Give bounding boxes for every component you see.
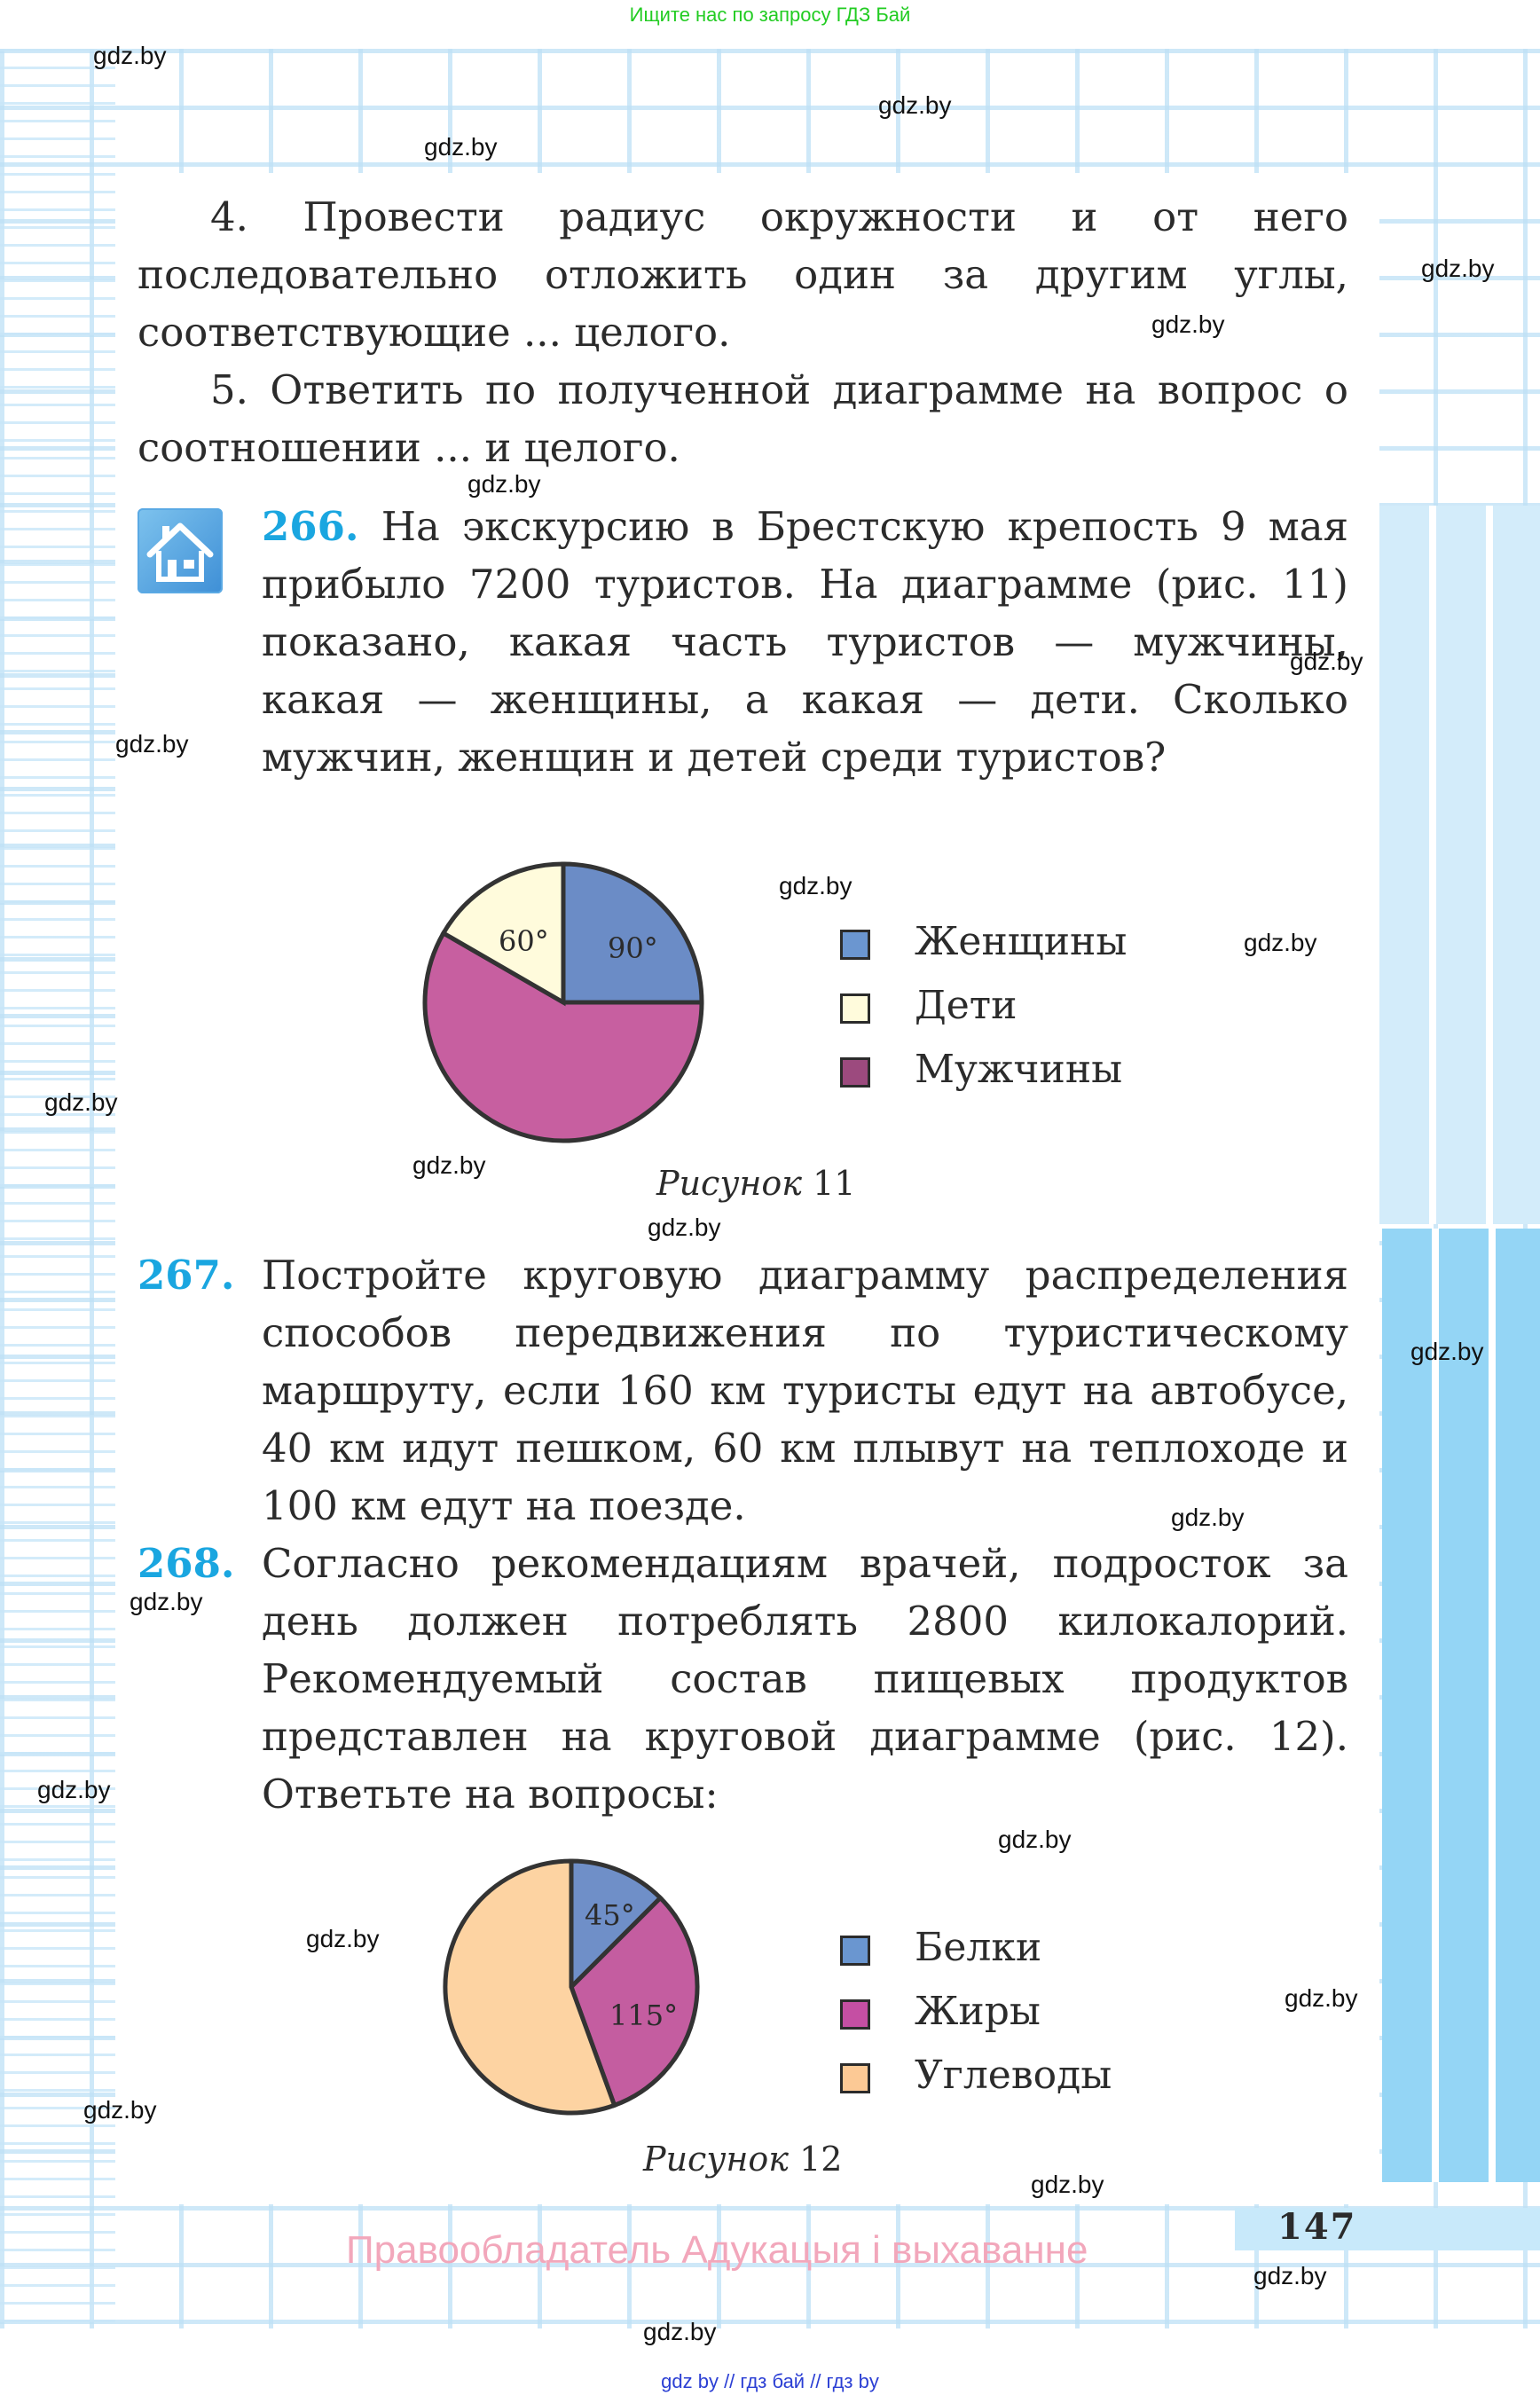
slice-children	[440, 861, 566, 1007]
caption-word: Рисунок	[643, 2140, 789, 2179]
watermark: gdz.by	[83, 2096, 157, 2124]
slice-women	[561, 861, 704, 1005]
legend-label: Мужчины	[915, 1047, 1123, 1092]
figure-12-caption: Рисунок 12	[643, 2140, 842, 2179]
watermark: gdz.by	[1410, 1338, 1484, 1365]
problem-266: 266. На экскурсию в Брестскую крепость 9…	[262, 498, 1348, 786]
problem-number-268: 268.	[138, 1540, 235, 1587]
caption-number: 12	[799, 2140, 843, 2179]
watermark: gdz.by	[648, 1213, 721, 1241]
swatch-women	[840, 930, 870, 960]
copyright-notice: Правообладатель Адукацыя і выхаванне	[346, 2228, 1088, 2272]
slice-proteins	[569, 1858, 664, 1993]
slice-carbs	[443, 1858, 617, 2116]
swatch-fats	[840, 1999, 870, 2030]
swatch-men	[840, 1057, 870, 1088]
label-women: 90°	[608, 931, 658, 965]
watermark: gdz.by	[130, 1588, 203, 1615]
legend-label: Женщины	[915, 919, 1128, 964]
problem-number: 266.	[262, 503, 359, 550]
label-fats: 115°	[609, 1999, 678, 2032]
watermark: gdz.by	[1290, 648, 1363, 675]
watermark: gdz.by	[37, 1776, 111, 1803]
watermark: gdz.by	[93, 42, 167, 69]
watermark: gdz.by	[115, 730, 189, 758]
content-panel	[115, 173, 1379, 2204]
problem-text: Постройте круговую диаграмму распределен…	[262, 1252, 1348, 1529]
bottom-links[interactable]: gdz by // гдз бай // гдз by	[661, 2370, 879, 2392]
watermark: gdz.by	[424, 133, 498, 161]
pie-chart-figure-11: 60° 90°	[422, 861, 704, 1143]
watermark: gdz.by	[306, 1925, 380, 1952]
problem-267: Постройте круговую диаграмму распределен…	[262, 1246, 1348, 1535]
step-4: 4. Провести радиус окружности и от него …	[138, 193, 1348, 356]
pie-chart-figure-12: 45° 115°	[443, 1858, 700, 2116]
swatch-children	[840, 993, 870, 1024]
slice-men	[422, 930, 704, 1143]
watermark: gdz.by	[412, 1151, 486, 1179]
watermark: gdz.by	[1151, 310, 1225, 338]
watermark: gdz.by	[1421, 255, 1495, 282]
watermark: gdz.by	[1031, 2171, 1104, 2198]
legend-label: Белки	[915, 1925, 1042, 1970]
watermark: gdz.by	[468, 470, 541, 498]
decorative-grid-light	[1379, 506, 1540, 1224]
watermark: gdz.by	[1171, 1504, 1245, 1531]
problem-text: Согласно рекомендациям врачей, подросток…	[262, 1540, 1348, 1818]
step-5: 5. Ответить по полученной диаграмме на в…	[138, 366, 1348, 471]
watermark: gdz.by	[779, 872, 852, 899]
watermark: gdz.by	[998, 1826, 1072, 1853]
page-number-bar	[1235, 2208, 1540, 2250]
label-children: 60°	[499, 924, 549, 958]
figure-11-caption: Рисунок 11	[656, 1164, 855, 1203]
legend-label: Жиры	[915, 1989, 1041, 2034]
swatch-proteins	[840, 1936, 870, 1966]
watermark: gdz.by	[643, 2318, 717, 2345]
grid-background-left	[0, 49, 115, 2328]
swatch-carbs	[840, 2063, 870, 2093]
caption-number: 11	[813, 1164, 856, 1203]
caption-word: Рисунок	[656, 1164, 802, 1203]
home-icon	[138, 508, 223, 593]
watermark: gdz.by	[1285, 1984, 1358, 2012]
top-banner[interactable]: Ищите нас по запросу ГДЗ Бай	[629, 4, 911, 26]
watermark: gdz.by	[1244, 929, 1317, 956]
label-proteins: 45°	[585, 1898, 635, 1932]
decorative-grid-dark	[1382, 1229, 1540, 2182]
watermark: gdz.by	[1253, 2262, 1327, 2289]
watermark: gdz.by	[878, 91, 952, 119]
page-number: 147	[1277, 2206, 1357, 2248]
legend-label: Дети	[915, 983, 1018, 1028]
problem-number-267: 267.	[138, 1252, 235, 1299]
problem-text: На экскурсию в Брестскую крепость 9 мая …	[262, 503, 1348, 781]
intro-steps: 4. Провести радиус окружности и от него …	[138, 188, 1348, 476]
problem-268: Согласно рекомендациям врачей, подросток…	[262, 1535, 1348, 1823]
watermark: gdz.by	[44, 1088, 118, 1116]
slice-fats	[569, 1895, 700, 2109]
legend-label: Углеводы	[915, 2053, 1112, 2098]
